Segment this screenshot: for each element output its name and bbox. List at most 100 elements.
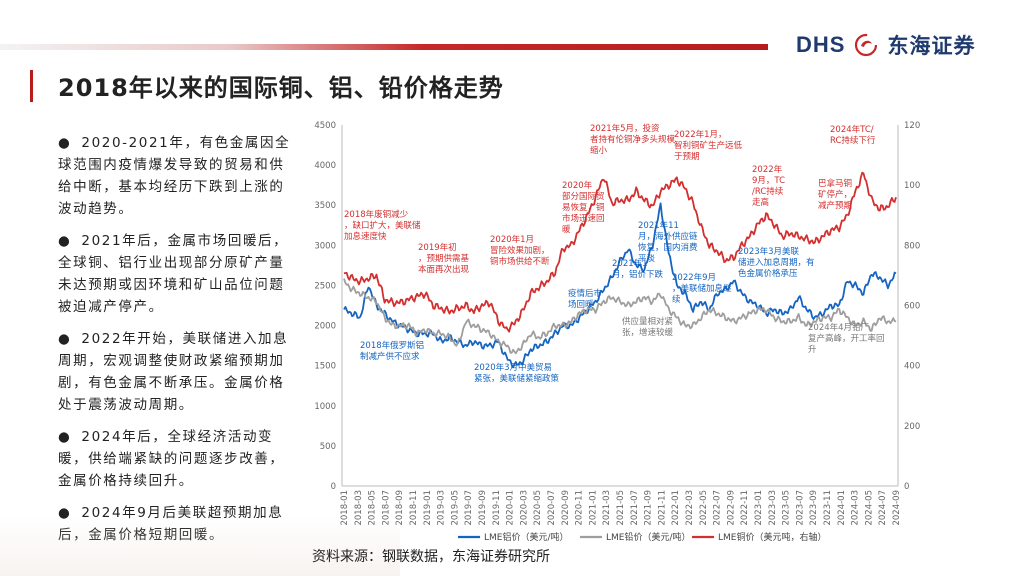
x-tick-label: 2023-03 [768, 490, 778, 526]
x-tick-label: 2024-09 [892, 490, 902, 526]
bullet-dot: ● [58, 505, 72, 521]
y-left-tick-label: 3000 [314, 241, 336, 251]
x-tick-label: 2024-07 [878, 490, 888, 526]
bullet-dot: ● [58, 429, 72, 445]
x-tick-label: 2021-01 [588, 490, 598, 526]
x-tick-label: 2019-07 [464, 490, 474, 526]
annotation-label: 巴拿马铜矿停产，减产预期 [818, 178, 852, 211]
logo-text-cn: 东海证券 [887, 34, 976, 58]
y-right-tick-label: 8000 [904, 241, 920, 251]
y-left-tick-label: 2000 [314, 322, 336, 332]
x-tick-label: 2021-11 [657, 490, 667, 526]
x-tick-label: 2021-09 [644, 490, 654, 526]
annotation-label: 疫情后市场回暖 [568, 288, 603, 310]
dragon-logo-icon [855, 33, 878, 57]
annotation-label: 2019年初，预期供需基本面再次出现 [418, 242, 470, 275]
x-tick-label: 2018-09 [395, 490, 405, 526]
annotation-label: 2020年部分国际贸易恢复，铜市场迅速回暖 [562, 180, 605, 235]
bullet-item: ● 2024年后，全球经济活动变暖，供给端紧缺的问题逐步改善，金属价格持续回升。 [58, 426, 293, 492]
price-chart: 0 500 1000 1500 2000 2500 3000 3500 4000 4500 0 200… [314, 121, 920, 543]
x-tick-label: 2021-05 [616, 490, 626, 526]
y-right-tick-label: 6000 [904, 302, 920, 312]
x-tick-label: 2022-03 [685, 490, 695, 526]
y-left-tick-label: 500 [320, 442, 336, 452]
x-tick-label: 2019-03 [437, 490, 447, 526]
title-accent-bar [30, 70, 33, 102]
y-left-tick-label: 3500 [314, 201, 336, 211]
x-tick-label: 2024-01 [837, 490, 847, 526]
x-tick-label: 2020-03 [519, 490, 529, 526]
x-tick-label: 2018-07 [381, 490, 391, 526]
x-tick-label: 2023-11 [823, 490, 833, 526]
y-left-tick-label: 0 [331, 482, 336, 492]
annotation-label: 2021年1 月，铝价下跌 [612, 258, 664, 280]
y-right-tick-label: 10000 [904, 181, 920, 191]
x-tick-label: 2020-09 [561, 490, 571, 526]
bullet-text: 2020-2021年，有色金属因全球范围内疫情爆发导致的贸易和供给中断，基本均经… [58, 135, 291, 217]
annotation-label: 2018年俄罗斯铝制减产供不应求 [360, 340, 424, 362]
annotation-label: 2023年3月美联储进入加息周期，有色金属价格承压 [738, 246, 815, 279]
x-tick-label: 2018-05 [368, 490, 378, 526]
y-left-tick-label: 4500 [314, 121, 336, 131]
x-tick-label: 2023-05 [782, 490, 792, 526]
y-left-tick-label: 4000 [314, 161, 336, 171]
x-tick-label: 2022-01 [671, 490, 681, 526]
annotation-label: 2022年9月，美联储加息继续 [672, 272, 732, 305]
annotation-label: 2018年废铜减少，缺口扩大，美联储加息速度快 [344, 209, 421, 242]
bullet-dot: ● [58, 135, 72, 151]
background-decoration [0, 516, 400, 576]
annotation-label: 2022年1月，智利铜矿生产远低于预期 [674, 129, 743, 162]
y-right-tick-label: 4000 [904, 362, 920, 372]
x-tick-label: 2024-05 [864, 490, 874, 526]
annotation-label: 2020年1月冒险效果加剧，铜市场供给不断 [490, 234, 550, 267]
x-tick-label: 2022-09 [726, 490, 736, 526]
legend-label: LME铅价（美元/吨） [606, 531, 691, 543]
annotation-label: 2021年5月，投资者持有伦铜净多头规模缩小 [590, 123, 676, 156]
bullet-dot: ● [58, 331, 72, 347]
legend-label: LME铝价（美元/吨） [484, 531, 569, 543]
x-tick-label: 2020-01 [506, 490, 516, 526]
annotation-label: 2022年 9月，TC/RC持续走高 [752, 164, 785, 208]
x-tick-label: 2022-05 [699, 490, 709, 526]
y-left-tick-label: 2500 [314, 281, 336, 291]
bullet-item: ●2024年9月后美联超预期加息后，金属价格短期回暖。 [58, 502, 293, 546]
series-line-2 [343, 171, 897, 333]
annotation-label: 供应量相对紧张，增速较缓 [622, 316, 674, 338]
logo-text-en: DHS [796, 32, 846, 57]
y-right-tick-label: 0 [904, 482, 909, 492]
x-tick-label: 2023-09 [809, 490, 819, 526]
x-tick-label: 2020-05 [533, 490, 543, 526]
header-accent-bar [0, 44, 768, 50]
y-right-tick-label: 12000 [904, 121, 920, 131]
x-tick-label: 2022-07 [713, 490, 723, 526]
x-tick-label: 2018-11 [409, 490, 419, 526]
x-tick-label: 2019-09 [478, 490, 488, 526]
annotation-label: 2024年TC/RC持续下行 [830, 124, 876, 146]
y-left-tick-label: 1000 [314, 402, 336, 412]
annotation-label: 2020年3月中美贸易紧张，美联储紧缩政策 [474, 362, 560, 384]
bullet-text: 2021年后，金属市场回暖后，全球铜、铝行业出现部分原矿产量未达预期或因环境和矿… [58, 233, 289, 315]
x-tick-label: 2020-11 [575, 490, 585, 526]
x-tick-label: 2019-11 [492, 490, 502, 526]
x-tick-label: 2018-03 [354, 490, 364, 526]
bullet-item: ● 2022年开始，美联储进入加息周期，宏观调整使财政紧缩预期加剧，有色金属不断承… [58, 328, 293, 416]
x-tick-label: 2023-01 [754, 490, 764, 526]
page-title: 2018年以来的国际铜、铝、铅价格走势 [58, 74, 504, 102]
bullet-dot: ● [58, 233, 72, 249]
x-tick-label: 2023-07 [795, 490, 805, 526]
bullet-text: 2024年后，全球经济活动变暖，供给端紧缺的问题逐步改善，金属价格持续回升。 [58, 429, 285, 489]
bullet-text: 2022年开始，美联储进入加息周期，宏观调整使财政紧缩预期加剧，有色金属不断承压… [58, 331, 289, 413]
x-tick-label: 2020-07 [547, 490, 557, 526]
x-tick-label: 2018-01 [340, 490, 350, 526]
bullet-item: ● 2020-2021年，有色金属因全球范围内疫情爆发导致的贸易和供给中断，基本均… [58, 132, 293, 220]
series-line-1 [343, 278, 897, 355]
x-tick-label: 2021-07 [630, 490, 640, 526]
annotation-label: 2021年11 月，海外供应链恢复，国内消费平淡 [638, 220, 698, 264]
x-tick-label: 2022-11 [740, 490, 750, 526]
x-tick-label: 2021-03 [602, 490, 612, 526]
bullet-item: ● 2021年后，金属市场回暖后，全球铜、铝行业出现部分原矿产量未达预期或因环境和… [58, 230, 293, 318]
bullet-list: ● 2020-2021年，有色金属因全球范围内疫情爆发导致的贸易和供给中断，基本均… [58, 132, 293, 556]
x-tick-label: 2024-03 [851, 490, 861, 526]
x-tick-label: 2019-05 [450, 490, 460, 526]
x-tick-label: 2019-01 [423, 490, 433, 526]
